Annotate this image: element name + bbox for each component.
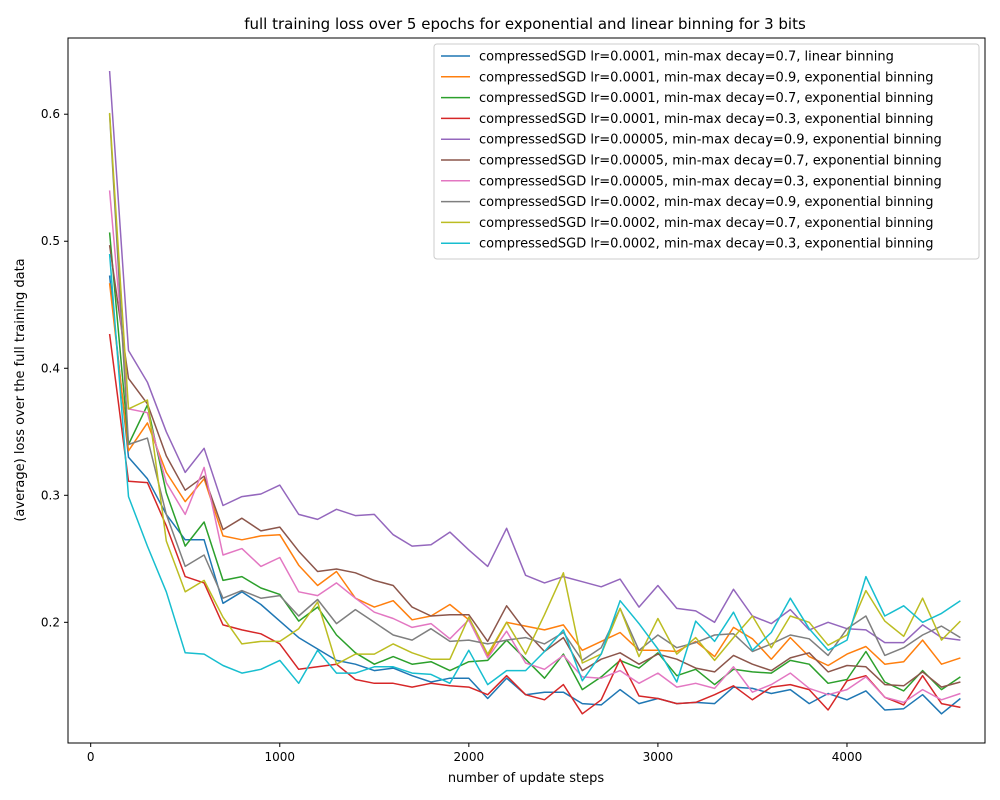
series-line-8 bbox=[108, 114, 961, 662]
x-tick-label: 1000 bbox=[264, 750, 295, 764]
legend-label-4: compressedSGD lr=0.0001, min-max decay=0… bbox=[479, 112, 934, 127]
series-line-3 bbox=[108, 232, 961, 692]
x-axis: 0 1000 2000 3000 4000 bbox=[87, 743, 862, 764]
legend: compressedSGD lr=0.0001, min-max decay=0… bbox=[433, 43, 980, 260]
y-axis-label: (average) loss over the full training da… bbox=[13, 258, 28, 521]
x-tick-label: 0 bbox=[87, 750, 95, 764]
legend-box bbox=[433, 43, 980, 260]
x-tick-label: 4000 bbox=[832, 750, 863, 764]
series-line-9 bbox=[108, 112, 961, 665]
x-tick-label: 2000 bbox=[454, 750, 485, 764]
y-tick-label: 0.6 bbox=[41, 107, 60, 121]
plot-area-frame bbox=[67, 37, 986, 744]
legend-label-2: compressedSGD lr=0.0001, min-max decay=0… bbox=[479, 70, 934, 85]
y-axis: 0.2 0.3 0.4 0.5 0.6 bbox=[41, 107, 68, 629]
series-line-6 bbox=[108, 244, 961, 688]
legend-label-10: compressedSGD lr=0.0002, min-max decay=0… bbox=[479, 237, 934, 252]
x-tick-label: 3000 bbox=[643, 750, 674, 764]
series-line-4 bbox=[108, 333, 961, 715]
y-tick-label: 0.2 bbox=[41, 615, 60, 629]
legend-label-6: compressedSGD lr=0.00005, min-max decay=… bbox=[479, 154, 942, 169]
series-line-5 bbox=[108, 70, 961, 644]
chart-title: full training loss over 5 epochs for exp… bbox=[244, 15, 806, 33]
plot-lines bbox=[108, 70, 961, 715]
legend-label-5: compressedSGD lr=0.00005, min-max decay=… bbox=[479, 133, 942, 148]
y-tick-label: 0.5 bbox=[41, 234, 60, 248]
x-axis-label: number of update steps bbox=[448, 771, 605, 786]
y-tick-label: 0.4 bbox=[41, 361, 60, 375]
legend-label-8: compressedSGD lr=0.0002, min-max decay=0… bbox=[479, 195, 934, 210]
series-line-1 bbox=[108, 275, 961, 715]
y-tick-label: 0.3 bbox=[41, 488, 60, 502]
legend-label-1: compressedSGD lr=0.0001, min-max decay=0… bbox=[479, 50, 894, 65]
series-line-7 bbox=[108, 190, 961, 704]
legend-label-9: compressedSGD lr=0.0002, min-max decay=0… bbox=[479, 216, 934, 231]
series-line-2 bbox=[108, 283, 961, 667]
legend-label-3: compressedSGD lr=0.0001, min-max decay=0… bbox=[479, 91, 934, 106]
series-line-10 bbox=[108, 253, 961, 686]
legend-label-7: compressedSGD lr=0.00005, min-max decay=… bbox=[479, 174, 942, 189]
legend-items: compressedSGD lr=0.0001, min-max decay=0… bbox=[441, 50, 942, 252]
